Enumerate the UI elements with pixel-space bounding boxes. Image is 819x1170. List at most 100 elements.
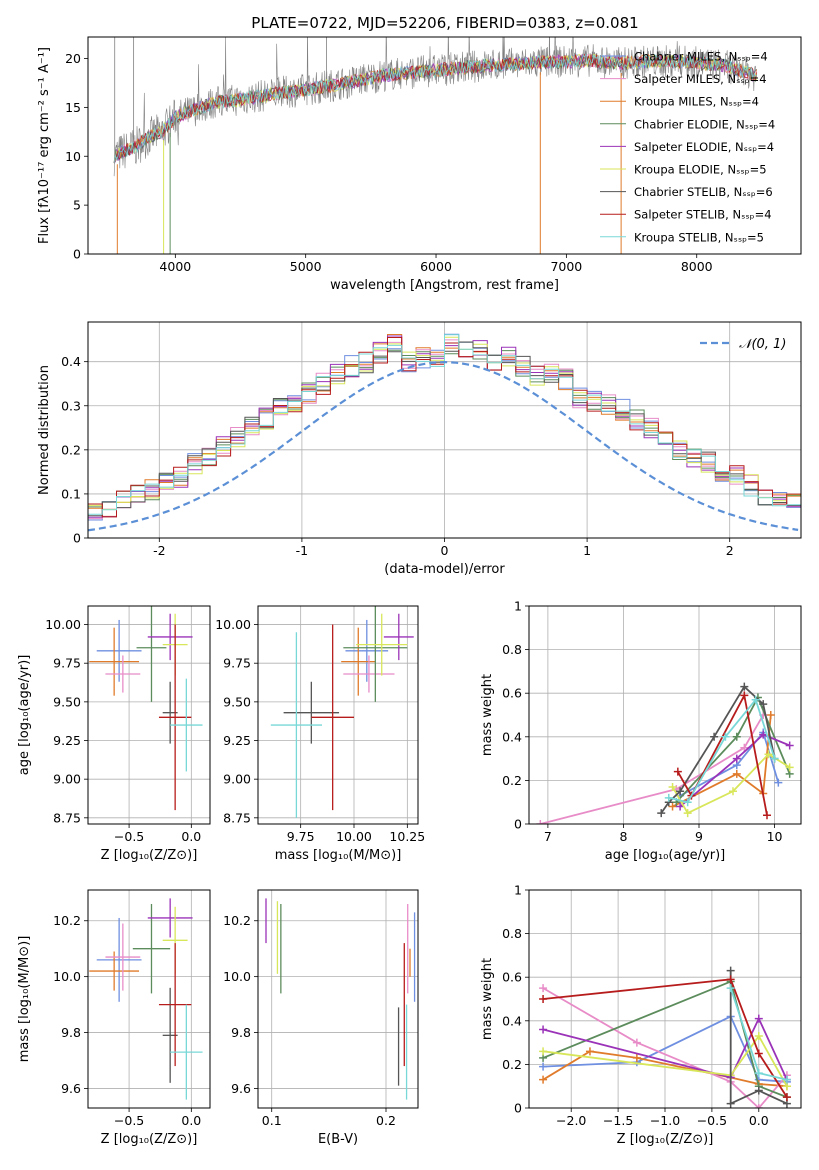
legend-label: Chabrier STELIB, Nₛₛₚ=6 [634,185,773,199]
y-tick-label: 10.0 [53,969,81,984]
normal-curve [88,360,799,532]
axes-frame [87,321,802,539]
data-point [105,923,141,991]
weight-marker [539,1025,548,1034]
weight-marker [774,778,783,787]
x-tick-label: 8000 [681,259,713,274]
y-tick-label: 0 [514,817,522,832]
panel-residuals: -2 -1 0 1 2 0 0.1 0.2 0.3 0.4 (data-model)/error No… [37,321,802,577]
weight-marker [632,1053,641,1062]
axes-frame [257,889,419,1109]
x-tick-label: 10 [767,829,783,844]
weight-marker [539,1062,548,1071]
y-tick-label: 0.2 [502,773,522,788]
legend-label: Chabrier MILES, Nₛₛₚ=4 [634,50,768,64]
y-tick-label: 9.75 [53,656,81,671]
x-tick-label: 10.25 [389,829,425,844]
weight-marker [539,984,548,993]
histogram-step [88,334,801,517]
y-tick-label: 9.75 [223,656,251,671]
y-axis-label: age [log₁₀(age/yr)] [17,655,32,776]
weight-line [668,697,776,804]
x-axis-label: age [log₁₀(age/yr)] [605,848,726,863]
y-axis-label: Flux [fλ10⁻¹⁷ erg cm⁻² s⁻¹ A⁻¹] [37,47,52,244]
weight-marker [732,732,741,741]
figure-title: PLATE=0722, MJD=52206, FIBERID=0383, z=0… [251,14,638,32]
y-tick-label: 8.75 [223,810,251,825]
histogram-step [88,337,801,518]
y-tick-label: 0.6 [502,686,522,701]
x-axis-label: Z [log₁₀(Z/Z⊙)] [617,1132,714,1147]
weight-marker [726,966,735,975]
weight-marker [754,1049,763,1058]
weight-marker [740,691,749,700]
x-axis-label: (data-model)/error [384,562,505,577]
weight-marker [770,754,779,763]
weight-line [543,978,788,1098]
x-axis-label: Z [log₁₀(Z/Z⊙)] [101,1132,198,1147]
data-point [345,619,389,682]
y-axis-label: Normed distribution [37,365,52,495]
y-tick-label: 0.3 [61,398,81,413]
legend-label: Salpeter MILES, Nₛₛₚ=4 [634,72,767,86]
x-axis-label: mass [log₁₀(M/M⊙)] [275,848,402,863]
histogram-step [88,341,801,524]
axes-frame [257,605,419,825]
legend-label: Kroupa STELIB, Nₛₛₚ=5 [634,230,764,244]
y-tick-label: 1 [514,883,522,898]
plot-area-mass_vs_ebv [258,890,418,1108]
panel-spectrum: 4000 5000 6000 7000 8000 0 5 10 15 20 wavelength [… [37,36,802,293]
y-tick-label: 9.50 [53,694,81,709]
y-tick-label: 0 [73,247,81,262]
x-tick-label: 7 [544,829,552,844]
weight-marker [585,1047,594,1056]
y-tick-label: 9.00 [53,772,81,787]
weight-marker [668,802,677,811]
panel-mass_vs_Z: −0.5 0.0 9.6 9.8 10.0 10.2 Z [log₁₀(Z/Z⊙)] mass… [17,889,211,1147]
x-tick-label: 5000 [290,259,322,274]
weight-marker [657,809,666,818]
weight-marker [729,787,737,796]
weight-marker [740,743,749,752]
legend: Chabrier MILES, Nₛₛₚ=4 Salpeter MILES, Nₛ… [600,50,775,244]
y-tick-label: 5 [73,198,81,213]
y-tick-label: 0.8 [502,642,522,657]
x-tick-label: −0.5 [114,829,144,844]
weight-marker [539,1047,548,1056]
axes-frame [528,605,802,825]
legend-label: Kroupa MILES, Nₛₛₚ=4 [634,95,759,109]
weight-marker [754,1104,763,1108]
axes-frame [87,889,211,1109]
data-point [89,627,140,696]
weight-marker [676,787,685,796]
plot-area-weight_vs_Z [529,890,801,1108]
weight-marker [539,995,548,1003]
weight-marker [764,750,773,759]
weight-marker [759,730,768,739]
weight-line [729,970,788,1106]
x-tick-label: 0.0 [181,1113,201,1128]
x-tick-label: 1 [583,543,591,558]
weight-marker [766,711,775,719]
y-tick-label: 8.75 [53,810,81,825]
plot-area-residuals [88,322,801,538]
x-tick-label: 10.00 [336,829,372,844]
panel-mass_vs_ebv: 0.1 0.2 9.6 9.8 10.0 10.2 E(B-V) [223,889,419,1147]
data-point [147,613,193,661]
x-tick-label: 9 [695,829,703,844]
y-tick-label: 0.4 [502,729,522,744]
y-tick-label: 1 [514,599,522,614]
weight-marker [710,732,719,741]
weight-line [679,730,780,797]
data-point [147,898,193,938]
x-tick-label: 6000 [420,259,452,274]
weight-marker [785,763,794,772]
weight-marker [763,811,771,820]
weight-marker [632,1038,641,1047]
y-tick-label: 10.2 [53,913,81,928]
data-point [283,681,340,744]
panel-age_vs_mass: 9.75 10.00 10.25 8.75 9.00 9.25 9.50 9.75 10.00 m… [215,605,425,863]
legend: 𝒩(0, 1) [700,337,786,352]
